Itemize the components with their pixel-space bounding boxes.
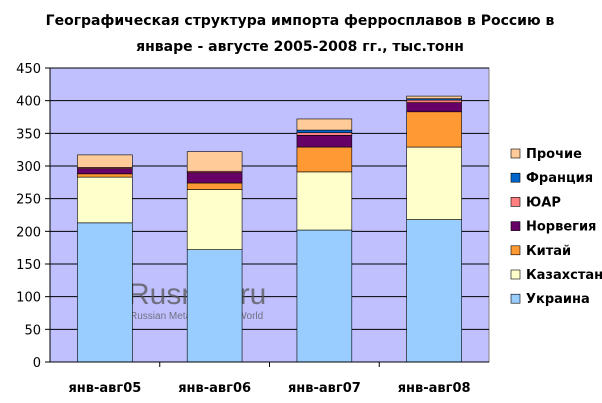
bar-segment — [296, 134, 353, 148]
bar-segment — [296, 132, 353, 136]
legend-swatch — [510, 172, 521, 183]
y-tick-label: 100 — [16, 291, 41, 306]
legend-swatch — [510, 221, 521, 231]
y-tick-label: 200 — [16, 225, 41, 240]
x-tick-label: янв-авг07 — [288, 381, 361, 396]
chart-title-line-2: январе - августе 2005-2008 гг., тыс.тонн — [136, 39, 464, 55]
y-tick-label: 450 — [16, 62, 41, 77]
legend-label: Норвегия — [526, 220, 596, 235]
bar-segment — [186, 151, 243, 172]
legend-swatch — [510, 269, 521, 280]
bar-segment — [296, 229, 353, 363]
legend-swatch — [510, 148, 521, 159]
bar-segment — [406, 99, 462, 103]
y-tick-label: 350 — [16, 127, 41, 142]
legend-swatch — [510, 245, 521, 256]
legend-label: Франция — [526, 171, 593, 186]
bar-segment — [406, 219, 462, 363]
legend-label: Прочие — [526, 147, 582, 162]
bar-segment — [186, 172, 243, 184]
y-tick-label: 150 — [16, 258, 41, 273]
bar-segment — [296, 118, 353, 131]
bar-segment — [296, 129, 353, 133]
bar-segment — [296, 171, 353, 231]
bar-segment — [406, 146, 462, 220]
y-tick-label: 0 — [33, 356, 41, 371]
x-tick-label: янв-авг05 — [68, 381, 141, 396]
y-tick-label: 50 — [24, 323, 41, 338]
bar-segment — [406, 95, 462, 100]
y-tick-label: 300 — [16, 160, 41, 175]
legend: Прочие Франция ЮАР Норвегия Китай Казахстан Ук… — [510, 147, 602, 307]
bar-segment — [186, 189, 243, 250]
bar-segment — [77, 168, 133, 175]
bar-segment — [77, 173, 133, 178]
bar-segment — [186, 249, 243, 363]
bar-segment — [77, 176, 133, 224]
legend-label: ЮАР — [526, 195, 561, 210]
bar-segment — [406, 111, 462, 148]
legend-swatch — [510, 293, 521, 304]
x-tick-label: янв-авг06 — [178, 381, 251, 396]
x-tick-label: янв-авг08 — [398, 381, 471, 396]
legend-swatch — [510, 197, 521, 207]
bars — [77, 95, 462, 363]
bar-segment — [77, 154, 133, 168]
bar-segment — [296, 146, 353, 173]
legend-label: Украина — [526, 292, 590, 307]
y-tick-label: 250 — [16, 193, 41, 208]
y-tick-label: 400 — [16, 95, 41, 110]
bar-segment — [77, 222, 133, 363]
bar-segment — [406, 102, 462, 113]
legend-label: Китай — [526, 244, 571, 259]
legend-label: Казахстан — [526, 268, 602, 283]
axes: 0 50 100 150 200 250 300 350 400 450 янв-авг05 янв-… — [16, 62, 489, 396]
bar-segment — [186, 182, 243, 190]
chart-title-line-1: Географическая структура импорта ферросп… — [46, 13, 555, 29]
